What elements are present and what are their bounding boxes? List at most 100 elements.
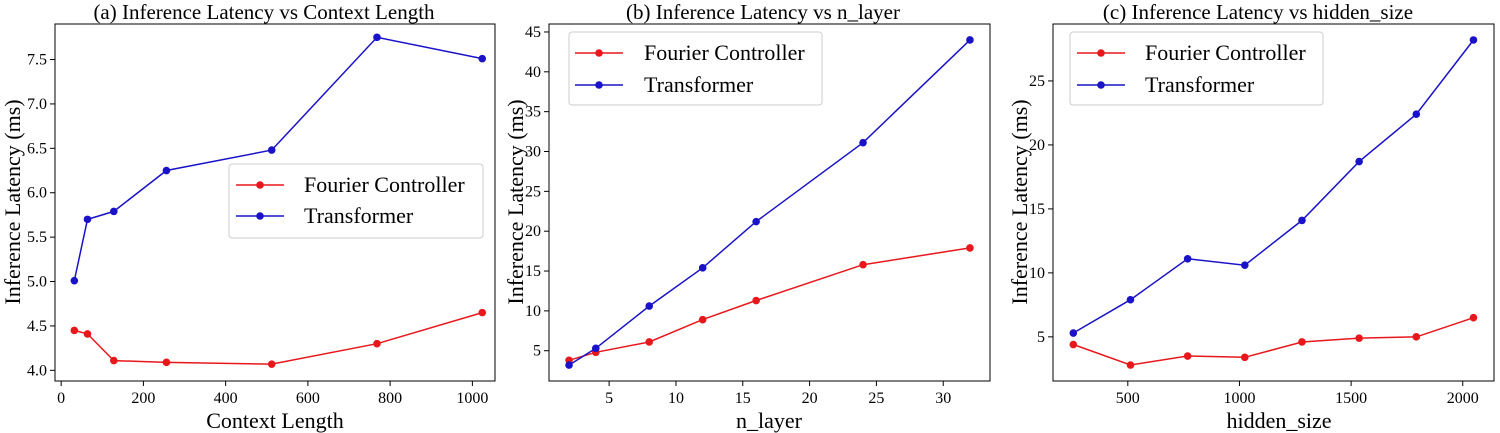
y-tick-label: 4.0: [27, 362, 47, 379]
data-point-transformer: [1069, 329, 1078, 337]
series-line-transformer: [1072, 39, 1475, 334]
x-tick-label: 25: [868, 390, 884, 407]
chart-title: (b) Inference Latency vs n_layer: [626, 0, 900, 24]
legend-box: [228, 163, 484, 239]
chart-panel-a: (a) Inference Latency vs Context Length …: [0, 0, 496, 433]
x-tick-label: 1000: [1223, 390, 1255, 407]
legend-box: [568, 31, 823, 106]
legend-marker-transformer: [256, 212, 264, 220]
data-point-transformer: [110, 207, 118, 216]
legend-entry-transformer: Transformer: [1145, 72, 1255, 97]
legend-box: [1069, 31, 1324, 106]
data-point-transformer: [698, 264, 707, 272]
plot-frame: [548, 23, 991, 382]
series-line-fourier: [568, 247, 971, 362]
x-tick-label: 1500: [1335, 390, 1367, 407]
x-tick-label: 20: [802, 390, 818, 407]
chart-title: (a) Inference Latency vs Context Length: [93, 0, 435, 24]
y-tick-label: 5.0: [27, 274, 47, 291]
legend-marker-transformer: [595, 81, 603, 89]
data-point-fourier: [70, 326, 79, 335]
data-point-fourier: [1469, 313, 1478, 322]
data-point-fourier: [478, 308, 487, 317]
y-tick-label: 10: [525, 303, 541, 320]
data-point-fourier: [698, 315, 707, 324]
y-axis-label: Inference Latency (ms): [503, 99, 528, 304]
x-tick-label: 600: [296, 390, 320, 407]
y-tick-label: 25: [525, 183, 541, 200]
data-point-fourier: [1126, 361, 1135, 369]
data-point-transformer: [83, 215, 92, 224]
y-tick-label: 5.5: [27, 229, 47, 246]
y-tick-label: 5: [533, 343, 541, 360]
data-point-transformer: [966, 36, 974, 44]
legend-marker-fourier: [256, 181, 264, 189]
legend-entry-transformer: Transformer: [644, 72, 754, 97]
y-tick-label: 7.5: [27, 52, 47, 69]
data-point-transformer: [70, 276, 79, 285]
data-point-fourier: [752, 296, 760, 305]
y-tick-label: 25: [1029, 73, 1045, 90]
data-point-transformer: [1298, 216, 1306, 225]
data-point-transformer: [752, 217, 760, 226]
x-tick-label: 200: [131, 390, 155, 407]
series-line-transformer: [73, 36, 483, 281]
y-tick-label: 15: [525, 263, 541, 280]
data-point-fourier: [1355, 334, 1363, 342]
x-axis-label: n_layer: [736, 408, 803, 433]
axis-ticks: 500 1000 1500 2000 5 10 15 20 25: [1029, 73, 1479, 407]
data-point-fourier: [966, 244, 974, 252]
data-point-fourier: [110, 356, 118, 365]
data-point-transformer: [373, 33, 381, 42]
x-tick-label: 0: [57, 390, 65, 407]
x-tick-label: 15: [735, 390, 751, 407]
data-point-fourier: [267, 360, 276, 368]
legend: Fourier Controller Transformer: [568, 31, 823, 106]
y-axis-label: Inference Latency (ms): [1007, 99, 1032, 304]
x-tick-label: 1000: [456, 390, 488, 407]
x-axis-label: Context Length: [206, 408, 343, 433]
legend: Fourier Controller Transformer: [228, 163, 484, 239]
series-lines: [1069, 36, 1478, 369]
data-point-transformer: [478, 54, 487, 63]
chart-panel-b: (b) Inference Latency vs n_layer 5 10 15 20…: [503, 0, 991, 433]
data-point-fourier: [645, 338, 654, 346]
series-line-fourier: [1073, 316, 1474, 366]
x-tick-label: 500: [1116, 390, 1140, 407]
series-line-fourier: [74, 311, 483, 365]
y-tick-label: 20: [525, 223, 541, 240]
x-tick-label: 10: [668, 390, 684, 407]
y-tick-label: 10: [1029, 265, 1045, 282]
legend-marker-fourier: [595, 49, 603, 57]
legend-entry-transformer: Transformer: [304, 203, 414, 228]
x-tick-label: 800: [378, 390, 402, 407]
data-point-fourier: [373, 339, 381, 348]
chart-title: (c) Inference Latency vs hidden_size: [1103, 0, 1413, 24]
data-point-transformer: [1183, 255, 1192, 263]
data-point-fourier: [83, 330, 92, 338]
plot-frame: [1052, 23, 1495, 382]
data-point-transformer: [1241, 261, 1249, 269]
data-point-transformer: [859, 138, 867, 147]
legend-entry-fourier: Fourier Controller: [644, 40, 805, 65]
data-point-fourier: [1241, 353, 1249, 362]
y-tick-label: 45: [525, 24, 541, 41]
x-tick-label: 400: [214, 390, 238, 407]
series-lines: [565, 36, 974, 369]
y-tick-label: 40: [525, 64, 541, 81]
data-point-transformer: [591, 344, 600, 353]
y-tick-label: 6.5: [27, 140, 47, 157]
x-tick-label: 2000: [1447, 390, 1479, 407]
axis-ticks: 0 200 400 600 800 1000 4.0 4.5 5.0 5.5 6.0 6.5 7.0 7.…: [27, 52, 488, 407]
legend-entry-fourier: Fourier Controller: [304, 172, 465, 197]
data-point-fourier: [1183, 352, 1192, 360]
plot-frame: [54, 23, 496, 382]
data-point-transformer: [1126, 295, 1135, 304]
data-point-fourier: [162, 358, 171, 367]
legend: Fourier Controller Transformer: [1069, 31, 1324, 106]
axis-ticks: 5 10 15 20 25 30 5 10 15 20 25 30 35 40 45: [525, 24, 951, 407]
data-point-transformer: [1412, 110, 1421, 119]
y-tick-label: 7.0: [27, 96, 47, 113]
data-point-fourier: [859, 260, 867, 269]
